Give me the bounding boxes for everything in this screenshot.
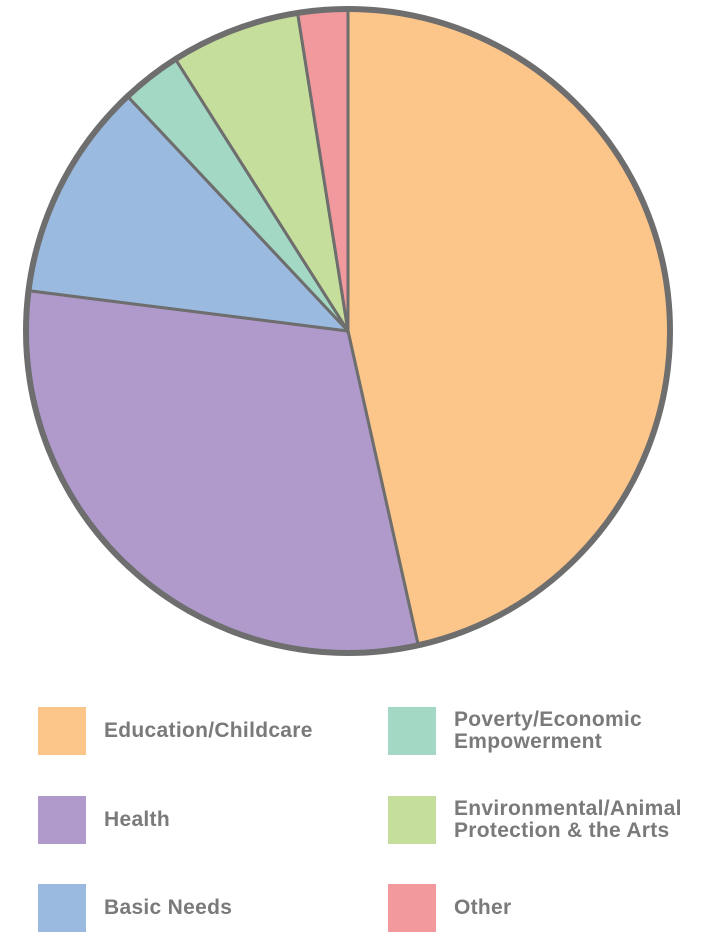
legend-swatch-education xyxy=(38,707,86,755)
legend-item-other: Other xyxy=(388,884,512,932)
legend-swatch-poverty xyxy=(388,707,436,755)
legend-swatch-other xyxy=(388,884,436,932)
legend-swatch-health xyxy=(38,796,86,844)
legend-label-basic-needs: Basic Needs xyxy=(104,896,233,919)
legend-item-poverty: Poverty/Economic Empowerment xyxy=(388,707,642,755)
pie-chart-svg xyxy=(23,6,673,656)
legend-label-education: Education/Childcare xyxy=(104,719,313,742)
legend-item-education: Education/Childcare xyxy=(38,707,313,755)
legend-label-environmental: Environmental/Animal Protection & the Ar… xyxy=(454,797,682,842)
legend-swatch-basic-needs xyxy=(38,884,86,932)
legend-label-health: Health xyxy=(104,808,170,831)
legend-item-basic-needs: Basic Needs xyxy=(38,884,232,932)
legend-item-environmental: Environmental/Animal Protection & the Ar… xyxy=(388,796,682,844)
legend-item-health: Health xyxy=(38,796,170,844)
legend-label-other: Other xyxy=(454,896,512,919)
pie-outline xyxy=(23,6,673,656)
legend-swatch-environmental xyxy=(388,796,436,844)
legend-label-poverty: Poverty/Economic Empowerment xyxy=(454,708,643,753)
